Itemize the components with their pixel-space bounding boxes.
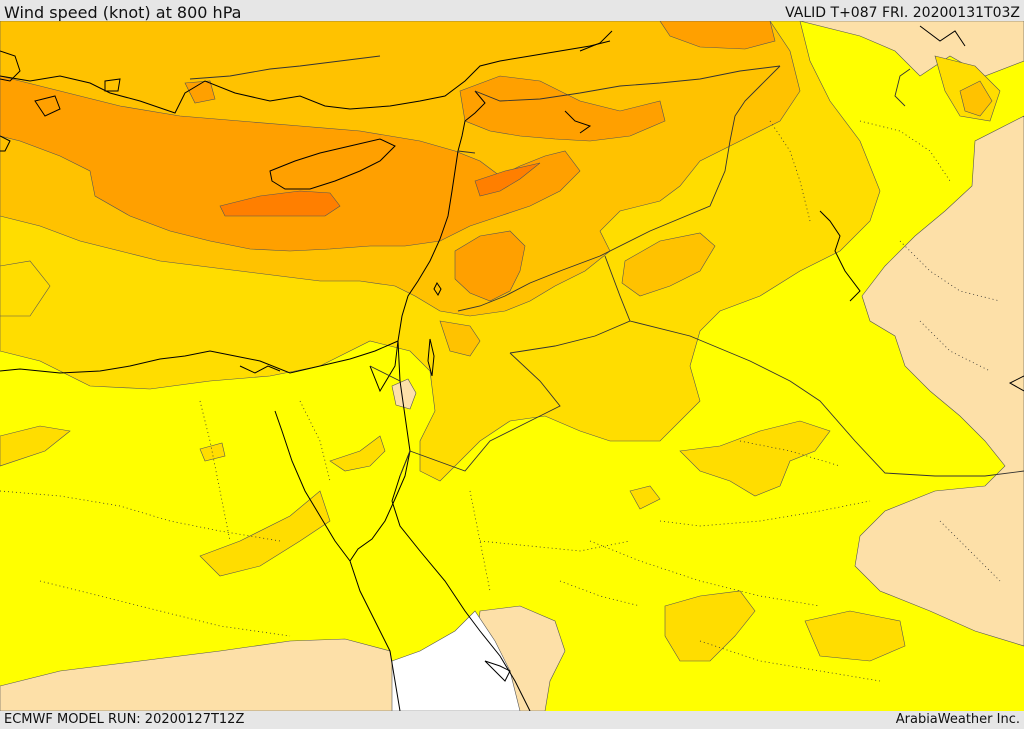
band-30-35-nw: [184, 80, 216, 104]
band-10-15-northeast: [799, 21, 1024, 77]
band-25-30-ne: [959, 80, 993, 117]
footer-bar: ECMWF MODEL RUN: 20200127T12Z ArabiaWeat…: [0, 711, 1024, 729]
map-title: Wind speed (knot) at 800 hPa: [4, 3, 242, 22]
band-25-30-east: [621, 232, 716, 297]
band-35-40-levant: [474, 162, 541, 197]
band-20-25-s: [664, 590, 756, 662]
band-20-25-se: [804, 610, 906, 662]
credit: ArabiaWeather Inc.: [895, 712, 1020, 727]
valid-time: VALID T+087 FRI. 20200131T03Z: [785, 5, 1020, 21]
band-30-35-north: [459, 75, 666, 142]
band-35-40-core: [219, 190, 341, 217]
band-20-25-east: [679, 420, 831, 497]
band-20-25-sw: [199, 490, 331, 577]
band-lt-10: [391, 610, 521, 711]
band-30-35-jordan: [454, 230, 526, 302]
admin-boundaries: [0, 120, 1001, 682]
band-30-35-top: [659, 21, 776, 50]
header-bar: Wind speed (knot) at 800 hPa VALID T+087…: [0, 0, 1024, 22]
band-20-25-w: [0, 425, 71, 467]
band-10-15-patch: [391, 378, 417, 410]
model-run: ECMWF MODEL RUN: 20200127T12Z: [4, 712, 245, 727]
band-20-25-w2: [0, 260, 51, 317]
coastlines: [0, 25, 1024, 711]
band-25-30-s: [439, 320, 481, 357]
band-20-25-dot1: [629, 485, 661, 510]
wind-speed-map: [0, 21, 1024, 711]
band-10-15-east: [854, 115, 1024, 647]
borders: [189, 55, 1024, 477]
band-20-25-mid: [329, 435, 386, 472]
